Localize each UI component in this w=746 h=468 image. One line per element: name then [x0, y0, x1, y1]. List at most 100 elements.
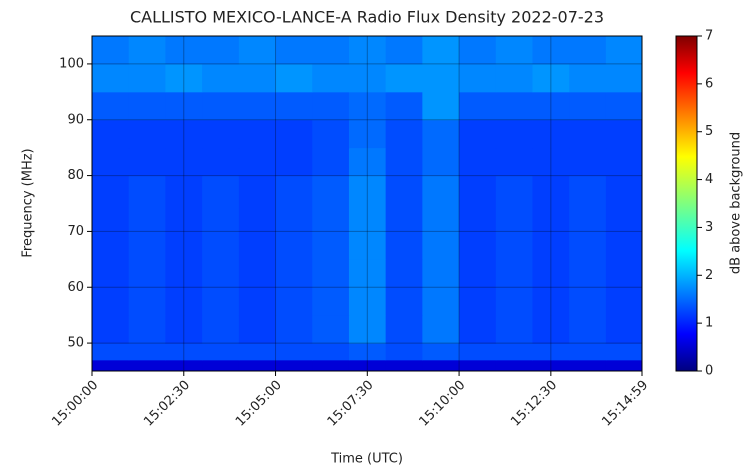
heat-cell	[165, 147, 203, 177]
y-tick-label: 70	[67, 224, 84, 239]
heat-cell	[605, 287, 643, 316]
heat-cell	[385, 147, 423, 177]
heat-cell	[275, 259, 313, 288]
heat-cell	[312, 231, 350, 260]
heat-cell	[605, 359, 643, 372]
heat-cell	[165, 36, 203, 65]
heat-cell	[495, 119, 533, 149]
heat-cell	[165, 287, 203, 316]
heat-cell	[348, 315, 387, 344]
heat-cell	[422, 147, 460, 177]
heat-cell	[605, 343, 643, 361]
heat-cell	[312, 147, 350, 177]
heat-cell	[385, 231, 423, 260]
heat-cell	[128, 287, 166, 316]
heat-cell	[238, 147, 277, 177]
heat-cell	[128, 343, 166, 361]
colorbar-tick-label: 7	[705, 29, 713, 44]
heat-cell	[422, 315, 460, 344]
heat-cell	[275, 147, 313, 177]
heat-cell	[312, 36, 350, 65]
heat-cell	[275, 343, 313, 361]
heat-cell	[422, 359, 460, 372]
heat-cell	[202, 147, 240, 177]
heat-cell	[422, 231, 460, 260]
heat-cell	[275, 63, 313, 93]
colorbar-tick-label: 4	[705, 172, 713, 187]
heat-cell	[312, 91, 350, 121]
heat-cell	[128, 359, 166, 372]
heat-cell	[238, 259, 277, 288]
heat-cell	[92, 203, 130, 232]
heat-cell	[459, 91, 497, 121]
heat-cell	[495, 91, 533, 121]
heat-cell	[348, 287, 387, 316]
x-tick-label: 15:05:00	[233, 378, 285, 430]
heat-cell	[422, 91, 460, 121]
heat-cell	[348, 119, 387, 149]
heat-cell	[238, 315, 277, 344]
heat-cell	[459, 203, 497, 232]
heat-cell	[495, 175, 533, 204]
heat-cell	[569, 287, 607, 316]
heat-cell	[459, 36, 497, 65]
heat-cell	[165, 359, 203, 372]
heat-cell	[128, 259, 166, 288]
x-tick-label: 15:07:30	[325, 378, 377, 430]
heat-cell	[459, 63, 497, 93]
heat-cell	[569, 147, 607, 177]
heat-cell	[385, 259, 423, 288]
x-tick-label: 15:14:59	[599, 378, 651, 430]
heat-cell	[202, 63, 240, 93]
heat-cell	[385, 343, 423, 361]
heat-cell	[238, 63, 277, 93]
heat-cell	[459, 147, 497, 177]
heat-cell	[202, 315, 240, 344]
heat-cell	[495, 259, 533, 288]
heat-cell	[238, 119, 277, 149]
heat-cell	[238, 343, 277, 361]
heat-cell	[312, 203, 350, 232]
heat-cell	[605, 259, 643, 288]
heat-cell	[532, 231, 570, 260]
heat-cell	[605, 315, 643, 344]
heat-cell	[312, 175, 350, 204]
heat-cell	[422, 119, 460, 149]
heat-cell	[459, 259, 497, 288]
x-axis-label: Time (UTC)	[330, 452, 403, 467]
heat-cell	[92, 359, 130, 372]
x-tick-label: 15:12:30	[508, 378, 560, 430]
heat-cell	[532, 36, 570, 65]
heat-cell	[385, 175, 423, 204]
heat-cell	[348, 343, 387, 361]
heat-cell	[238, 203, 277, 232]
heat-cell	[202, 91, 240, 121]
heat-cell	[275, 119, 313, 149]
heat-cell	[422, 63, 460, 93]
heat-cell	[459, 119, 497, 149]
heat-cell	[92, 147, 130, 177]
heat-cell	[202, 119, 240, 149]
heat-cell	[422, 175, 460, 204]
heat-cell	[569, 315, 607, 344]
heat-cell	[532, 359, 570, 372]
heat-cell	[569, 359, 607, 372]
colorbar-tick-label: 6	[705, 76, 713, 91]
heat-cell	[569, 343, 607, 361]
heat-cell	[92, 231, 130, 260]
heat-cell	[495, 63, 533, 93]
heat-cell	[202, 343, 240, 361]
heat-cell	[459, 315, 497, 344]
heat-cell	[202, 203, 240, 232]
heat-cell	[459, 343, 497, 361]
heat-cell	[348, 36, 387, 65]
y-tick-label: 100	[59, 56, 84, 71]
heat-cell	[569, 36, 607, 65]
heat-cell	[128, 36, 166, 65]
heat-cell	[312, 315, 350, 344]
heat-cell	[165, 91, 203, 121]
heat-cell	[605, 231, 643, 260]
heat-cell	[238, 359, 277, 372]
heat-cell	[92, 287, 130, 316]
